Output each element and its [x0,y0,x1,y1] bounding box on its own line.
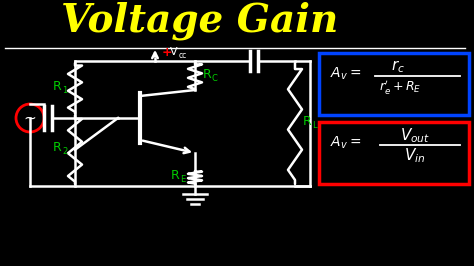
FancyBboxPatch shape [319,122,469,184]
Text: $V_{out}$: $V_{out}$ [400,127,430,145]
Text: R: R [303,115,312,128]
Text: E: E [180,175,185,184]
Text: $A_v =$: $A_v =$ [330,66,361,82]
Text: +: + [162,45,173,59]
Text: $A_v =$: $A_v =$ [330,135,361,151]
Text: cc: cc [179,51,187,60]
Text: 1: 1 [62,86,67,95]
Text: Voltage Gain: Voltage Gain [61,2,338,40]
Text: $V_{in}$: $V_{in}$ [404,147,426,165]
Text: R: R [203,68,212,81]
Text: C: C [212,74,218,83]
Text: R: R [53,80,62,93]
Text: V: V [170,47,178,57]
Text: R: R [53,141,62,154]
Text: ~: ~ [24,110,36,126]
Text: 2: 2 [62,147,67,156]
FancyBboxPatch shape [319,53,469,115]
Text: L: L [312,121,317,130]
Text: R: R [171,169,180,182]
Text: $r_e' + R_E$: $r_e' + R_E$ [379,78,421,96]
Text: $r_c$: $r_c$ [391,59,405,75]
